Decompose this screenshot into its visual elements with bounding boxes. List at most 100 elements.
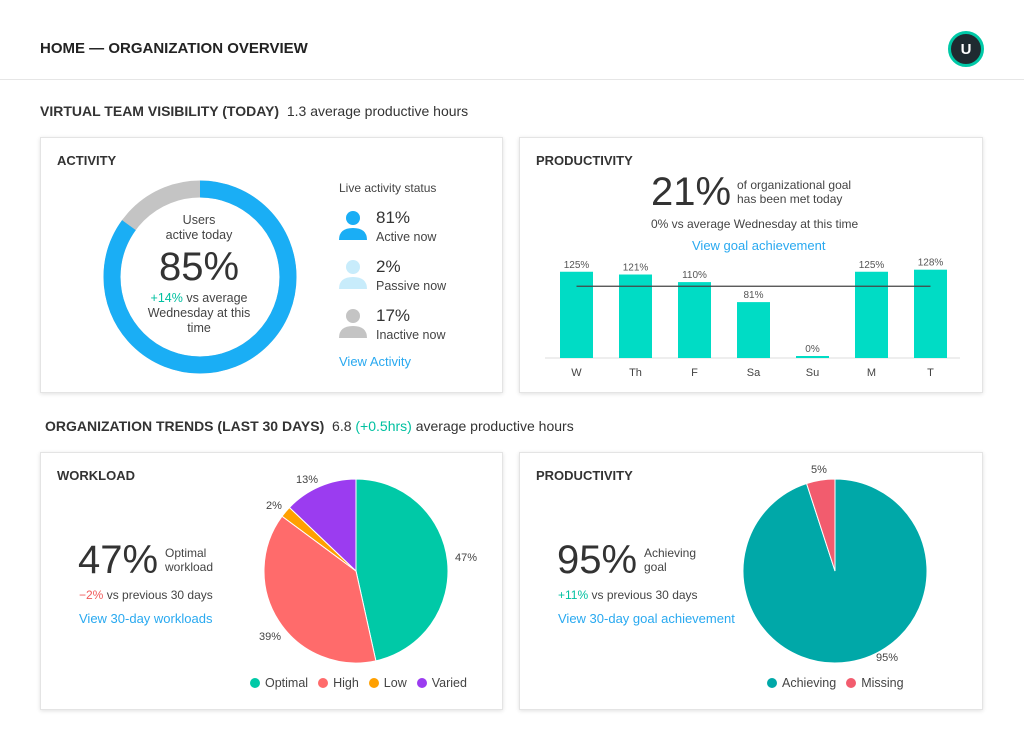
activity-donut <box>103 180 297 374</box>
x-tick-label: F <box>691 367 698 379</box>
bar-F <box>678 282 711 358</box>
legend-label: Varied <box>431 676 467 690</box>
visibility-subtitle: 1.3 average productive hours <box>286 103 469 119</box>
legend-label: Achieving <box>782 676 837 690</box>
donut-delta-text2: Wednesday at this <box>147 306 251 320</box>
trends-delta: (+0.5hrs) <box>355 418 412 434</box>
donut-delta: +14% <box>150 291 183 305</box>
goal-legend: Achieving Missing <box>767 676 904 690</box>
pie-slice-optimal <box>355 478 449 662</box>
donut-label1: Users <box>182 213 216 227</box>
legend-item: High <box>318 676 359 690</box>
top-header <box>0 0 1024 80</box>
productivity-trend-title: PRODUCTIVITY <box>536 468 633 483</box>
visibility-heading: VIRTUAL TEAM VISIBILITY (TODAY) 1.3 aver… <box>40 103 468 119</box>
trends-subtitle: average productive hours <box>415 418 574 434</box>
page-title: HOME — ORGANIZATION OVERVIEW <box>40 40 308 57</box>
bar-T <box>914 269 947 358</box>
donut-delta-text: vs average <box>186 291 248 305</box>
trends-heading: ORGANIZATION TRENDS (LAST 30 DAYS) 6.8 (… <box>45 418 574 434</box>
bar-Su <box>796 356 829 358</box>
productivity-trend-compare: +11% vs previous 30 days <box>558 588 698 602</box>
bar-data-label: 81% <box>743 290 763 301</box>
productivity-compare: 0% vs average Wednesday at this time <box>651 217 859 231</box>
status-label: Inactive now <box>376 328 446 342</box>
workload-delta: −2% <box>79 588 104 602</box>
donut-label2: active today <box>165 228 233 242</box>
productivity-title: PRODUCTIVITY <box>536 153 633 168</box>
pie-slice-high <box>263 515 377 664</box>
productivity-trend-delta-text: vs previous 30 days <box>591 588 698 602</box>
bar-data-label: 121% <box>623 263 649 274</box>
user-icon <box>339 309 367 338</box>
x-tick-label: Su <box>806 367 819 379</box>
donut-active-arc <box>103 180 297 374</box>
status-value: 17% <box>376 306 411 325</box>
view-goal-achievement-link[interactable]: View 30-day goal achievement <box>558 611 735 626</box>
legend-dot-icon <box>767 678 777 688</box>
legend-dot-icon <box>368 678 379 688</box>
workload-pie: 47% 39% 2% 13% <box>259 474 477 664</box>
legend-dot-icon <box>250 678 260 688</box>
x-tick-label: Th <box>629 367 642 379</box>
status-title: Live activity status <box>339 181 437 195</box>
legend-dot-icon <box>318 678 329 688</box>
productivity-trend-delta: +11% <box>558 588 589 602</box>
trends-hours: 6.8 <box>332 418 352 434</box>
view-workloads-link[interactable]: View 30-day workloads <box>79 611 213 626</box>
legend-item: Missing <box>846 676 904 690</box>
trends-title: ORGANIZATION TRENDS (LAST 30 DAYS) <box>45 418 325 434</box>
user-icon <box>339 260 367 289</box>
workload-desc1: Optimal <box>165 546 207 560</box>
workload-desc2: workload <box>165 560 214 574</box>
workload-title: WORKLOAD <box>57 468 135 483</box>
productivity-desc2: has been met today <box>737 192 843 206</box>
bar-M <box>855 271 888 358</box>
productivity-desc: of organizational goal has been met today <box>737 178 851 206</box>
productivity-trend-desc2: goal <box>644 560 667 574</box>
pie-slice-varied <box>288 478 357 573</box>
pie-data-label: 95% <box>876 652 898 664</box>
donut-delta-text3: time <box>187 321 211 335</box>
goal-pie: 95% 5% <box>742 464 928 664</box>
legend-item: Optimal <box>250 676 308 690</box>
view-goal-link[interactable]: View goal achievement <box>692 238 826 253</box>
bar-Sa <box>737 302 770 358</box>
donut-value: 85% <box>158 245 240 289</box>
workload-value: 47% <box>78 538 159 582</box>
pie-data-label: 13% <box>296 474 318 486</box>
productivity-trend-value: 95% <box>557 538 638 582</box>
x-tick-label: W <box>571 367 582 379</box>
donut-center: Users active today 85% +14% vs average W… <box>120 213 278 336</box>
legend-dot-icon <box>416 678 427 688</box>
pie-data-label: 39% <box>259 631 281 643</box>
view-activity-link[interactable]: View Activity <box>339 354 412 369</box>
status-label: Passive now <box>376 279 447 293</box>
avatar[interactable]: U <box>948 31 984 67</box>
status-value: 2% <box>376 257 401 276</box>
legend-label: Optimal <box>265 676 309 690</box>
status-row: 17% Inactive now <box>338 306 488 346</box>
pie-data-label: 47% <box>455 552 477 564</box>
productivity-bar-chart: 125% W 121% Th 110% F 81% Sa 0% Su 125% M 128% T <box>545 258 960 379</box>
x-tick-label: Sa <box>747 367 761 379</box>
status-value: 81% <box>376 208 411 227</box>
legend-item: Low <box>368 676 407 690</box>
bar-Th <box>619 274 652 358</box>
productivity-trend-desc: Achieving goal <box>644 546 696 574</box>
legend-item: Varied <box>416 676 467 690</box>
workload-delta-text: vs previous 30 days <box>106 588 213 602</box>
bar-data-label: 125% <box>564 260 590 271</box>
workload-desc: Optimal workload <box>165 546 213 574</box>
bar-W <box>560 271 593 358</box>
legend-label: Missing <box>861 676 904 690</box>
legend-dot-icon <box>846 678 857 688</box>
activity-title: ACTIVITY <box>57 153 117 168</box>
productivity-desc1: of organizational goal <box>737 178 852 192</box>
pie-data-label: 5% <box>811 464 827 476</box>
legend-label: High <box>333 676 359 690</box>
bar-data-label: 128% <box>918 258 944 269</box>
bar-data-label: 0% <box>805 344 820 355</box>
pie-slice-missing <box>805 478 836 572</box>
bar-data-label: 125% <box>859 260 885 271</box>
